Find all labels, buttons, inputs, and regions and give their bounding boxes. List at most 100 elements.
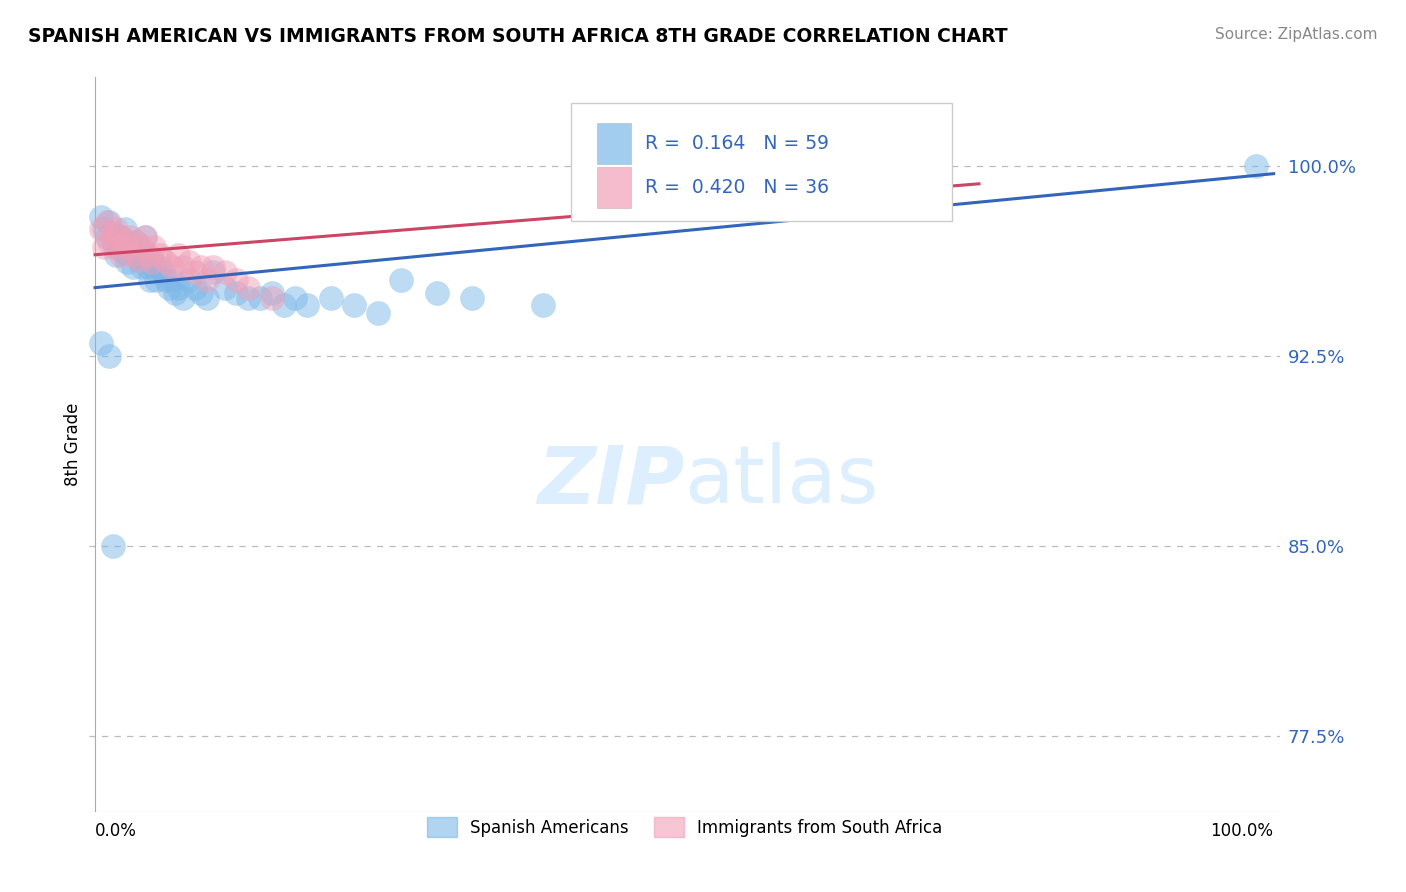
Point [115, 255, 138, 269]
Point [273, 298, 295, 312]
Point [90, 222, 112, 236]
Point [225, 285, 247, 300]
Point [93, 240, 115, 254]
Text: 0.0%: 0.0% [96, 822, 136, 840]
Point [638, 189, 661, 203]
Point [143, 260, 166, 275]
Point [179, 255, 201, 269]
Point [105, 222, 128, 236]
Text: R =  0.420   N = 36: R = 0.420 N = 36 [645, 178, 830, 197]
Point [149, 260, 172, 275]
Point [184, 265, 207, 279]
Point [284, 291, 307, 305]
Point [131, 240, 153, 254]
Point [343, 298, 366, 312]
Point [131, 260, 153, 275]
Text: ZIP: ZIP [537, 442, 685, 520]
Point [214, 265, 236, 279]
Text: R =  0.164   N = 59: R = 0.164 N = 59 [645, 134, 830, 153]
Point [426, 285, 449, 300]
Point [134, 230, 156, 244]
Point [172, 260, 194, 275]
Point [98, 215, 121, 229]
Point [190, 285, 212, 300]
Point [238, 280, 260, 294]
Point [125, 235, 148, 249]
Point [367, 306, 389, 320]
Point [101, 539, 124, 553]
Bar [598, 123, 631, 163]
Text: Source: ZipAtlas.com: Source: ZipAtlas.com [1215, 27, 1378, 42]
Point [121, 248, 143, 262]
Point [128, 252, 150, 267]
Point [114, 222, 136, 236]
Point [201, 265, 224, 279]
Point [101, 227, 124, 242]
Point [141, 252, 163, 267]
Point [139, 273, 162, 287]
Point [117, 235, 139, 249]
Point [107, 240, 129, 254]
Point [136, 260, 159, 275]
Point [104, 227, 127, 242]
Point [165, 285, 187, 300]
Point [260, 291, 283, 305]
Point [114, 235, 136, 249]
Point [96, 215, 118, 229]
Point [112, 245, 135, 260]
Point [128, 252, 150, 267]
Point [461, 291, 484, 305]
Point [110, 230, 132, 244]
Point [166, 280, 188, 294]
Point [98, 349, 121, 363]
Point [98, 235, 121, 249]
Point [145, 273, 167, 287]
Point [96, 230, 118, 244]
Point [260, 285, 283, 300]
Point [160, 260, 183, 275]
Point [110, 248, 132, 262]
Point [184, 280, 207, 294]
Point [104, 240, 127, 254]
Legend: Spanish Americans, Immigrants from South Africa: Spanish Americans, Immigrants from South… [420, 810, 949, 844]
Point [160, 273, 183, 287]
Point [93, 222, 115, 236]
Point [152, 265, 174, 279]
Point [141, 255, 163, 269]
Point [179, 273, 201, 287]
Point [115, 240, 138, 254]
Point [105, 248, 128, 262]
Point [172, 291, 194, 305]
Bar [598, 168, 631, 208]
Point [149, 248, 172, 262]
Point [201, 260, 224, 275]
Point [90, 336, 112, 351]
Point [195, 273, 218, 287]
Y-axis label: 8th Grade: 8th Grade [65, 403, 82, 486]
Point [626, 179, 648, 194]
Point [143, 240, 166, 254]
Point [166, 248, 188, 262]
Point [101, 235, 124, 249]
Point [195, 291, 218, 305]
Point [190, 260, 212, 275]
Point [1244, 159, 1267, 173]
Text: atlas: atlas [685, 442, 879, 520]
Point [391, 273, 413, 287]
Point [155, 255, 177, 269]
Point [157, 280, 180, 294]
Point [238, 291, 260, 305]
Point [295, 298, 318, 312]
Text: 100.0%: 100.0% [1211, 822, 1274, 840]
Point [136, 248, 159, 262]
Point [107, 230, 129, 244]
Point [531, 298, 554, 312]
Point [120, 230, 142, 244]
Point [121, 260, 143, 275]
Point [249, 291, 271, 305]
Point [124, 248, 146, 262]
Point [319, 291, 342, 305]
Point [214, 280, 236, 294]
Point [90, 210, 112, 224]
FancyBboxPatch shape [571, 103, 952, 220]
